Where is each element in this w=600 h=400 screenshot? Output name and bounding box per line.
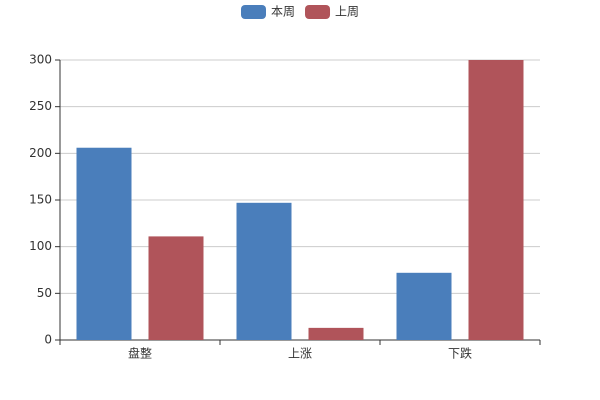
- bar: [76, 147, 132, 340]
- bar: [236, 202, 292, 340]
- bar: [148, 236, 204, 340]
- legend-label[interactable]: 本周: [271, 5, 295, 19]
- bar: [468, 60, 524, 340]
- bar: [308, 327, 364, 340]
- y-tick-label: 200: [29, 146, 52, 160]
- y-tick-label: 100: [29, 239, 52, 253]
- y-tick-label: 300: [29, 53, 52, 67]
- y-tick-label: 150: [29, 193, 52, 207]
- y-tick-label: 0: [44, 333, 52, 347]
- legend-swatch[interactable]: [241, 5, 266, 19]
- bar: [396, 272, 452, 340]
- legend-swatch[interactable]: [305, 5, 331, 19]
- x-tick-label: 上涨: [288, 346, 312, 361]
- y-tick-label: 50: [37, 286, 52, 300]
- legend-label[interactable]: 上周: [335, 5, 359, 19]
- x-tick-label: 下跌: [448, 346, 472, 361]
- y-tick-label: 250: [29, 99, 52, 113]
- x-tick-label: 盘整: [128, 346, 152, 361]
